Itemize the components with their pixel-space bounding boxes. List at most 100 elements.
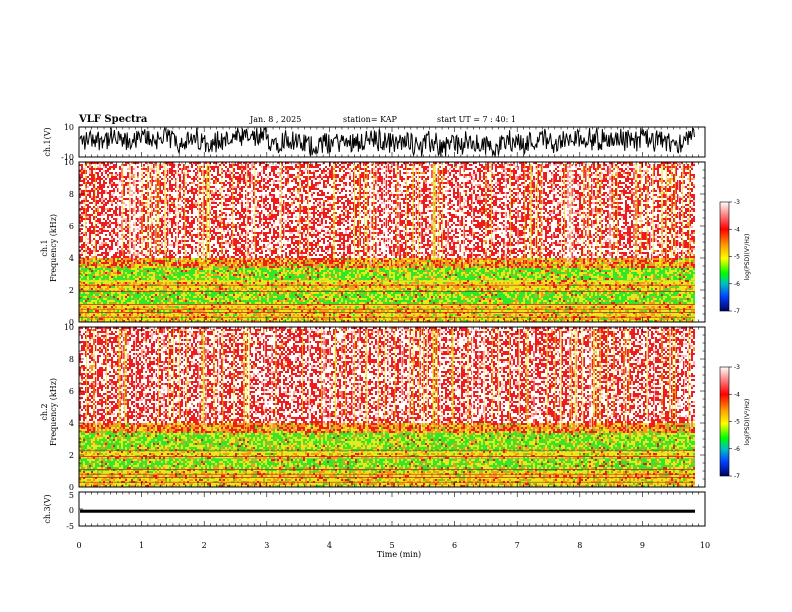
spectrogram-cell: [455, 166, 457, 168]
spectrogram-cell: [611, 168, 613, 170]
spectrogram-cell: [477, 178, 479, 180]
spectrogram-cell: [511, 168, 513, 170]
spectrogram-cell: [291, 182, 293, 184]
spectrogram-cell: [267, 170, 269, 172]
spectrogram-cell: [213, 184, 215, 186]
spectrogram-cell: [425, 182, 427, 184]
spectrogram-cell: [171, 182, 173, 184]
spectrogram-cell: [189, 172, 191, 174]
spectrogram-cell: [303, 184, 305, 186]
spectrogram-cell: [303, 170, 305, 172]
spectrogram-cell: [191, 170, 193, 172]
spectrogram-cell: [319, 172, 321, 174]
spectrogram-cell: [311, 170, 313, 172]
spectrogram-cell: [499, 174, 501, 176]
spectrogram-cell: [99, 172, 101, 174]
spectrogram-cell: [287, 184, 289, 186]
spectrogram-cell: [455, 168, 457, 170]
spectrogram-cell: [321, 176, 323, 178]
figure-title: VLF Spectra: [78, 114, 148, 125]
spectrogram-cell: [267, 176, 269, 178]
station-label: station= KAP: [343, 115, 398, 124]
spectrogram-cell: [219, 180, 221, 182]
spectrogram-cell: [101, 180, 103, 182]
spectrogram-cell: [215, 184, 217, 186]
spectrogram-cell: [219, 166, 221, 168]
spectrogram-cell: [445, 176, 447, 178]
spectrogram-cell: [379, 184, 381, 186]
spectrogram-cell: [519, 172, 521, 174]
spectrogram-cell: [191, 174, 193, 176]
spectrogram-cell: [143, 178, 145, 180]
spectrogram-cell: [199, 180, 201, 182]
spectrogram-cell: [685, 178, 687, 180]
spectrogram-cell: [361, 166, 363, 168]
spectrogram-cell: [503, 172, 505, 174]
spectrogram-cell: [349, 166, 351, 168]
spectrogram-cell: [113, 170, 115, 172]
spectrogram-cell: [347, 184, 349, 186]
spectrogram-cell: [143, 170, 145, 172]
spectrogram-cell: [317, 168, 319, 170]
spectrogram-cell: [161, 168, 163, 170]
spectrogram-cell: [667, 176, 669, 178]
spectrogram-cell: [101, 182, 103, 184]
spectrogram-cell: [343, 168, 345, 170]
spectrogram-cell: [549, 178, 551, 180]
spectrogram-cell: [347, 182, 349, 184]
spectrogram-cell: [557, 172, 559, 174]
spectrogram-cell: [427, 168, 429, 170]
spectrogram-cell: [693, 172, 695, 174]
spectrogram-cell: [273, 176, 275, 178]
spectrogram-cell: [327, 166, 329, 168]
spectrogram-cell: [473, 174, 475, 176]
spectrogram-cell: [235, 180, 237, 182]
spectrogram-cell: [187, 182, 189, 184]
spectrogram-cell: [341, 170, 343, 172]
spectrogram-cell: [187, 164, 189, 166]
spectrogram-cell: [127, 180, 129, 182]
spectrogram-cell: [495, 176, 497, 178]
spectrogram-cell: [337, 170, 339, 172]
spectrogram-cell: [83, 176, 85, 178]
spectrogram-cell: [381, 184, 383, 186]
spectrogram-cell: [89, 170, 91, 172]
spectrogram-cell: [549, 172, 551, 174]
spectrogram-cell: [427, 174, 429, 176]
spectrogram-cell: [455, 174, 457, 176]
spectrogram-cell: [515, 178, 517, 180]
spectrogram-cell: [685, 176, 687, 178]
spectrogram-cell: [119, 170, 121, 172]
spectrogram-cell: [277, 178, 279, 180]
spectrogram-cell: [275, 178, 277, 180]
spectrogram-cell: [341, 182, 343, 184]
spectrogram-cell: [293, 164, 295, 166]
spectrogram-cell: [465, 180, 467, 182]
spectrogram-cell: [293, 182, 295, 184]
spectrogram-cell: [337, 168, 339, 170]
spectrogram-cell: [473, 178, 475, 180]
spectrogram-cell: [457, 176, 459, 178]
spectrogram-cell: [123, 170, 125, 172]
spectrogram-cell: [579, 180, 581, 182]
spectrogram-cell: [329, 182, 331, 184]
spectrogram-cell: [627, 174, 629, 176]
spectrogram-cell: [621, 180, 623, 182]
spectrogram-cell: [407, 182, 409, 184]
spectrogram-cell: [257, 184, 259, 186]
spectrogram-cell: [449, 176, 451, 178]
spectrogram-cell: [475, 168, 477, 170]
spectrogram-cell: [127, 166, 129, 168]
spectrogram-cell: [107, 180, 109, 182]
spectrogram-cell: [451, 168, 453, 170]
spectrogram-cell: [603, 170, 605, 172]
spectrogram-cell: [223, 176, 225, 178]
spectrogram-cell: [483, 170, 485, 172]
spectrogram-cell: [607, 178, 609, 180]
spectrogram-cell: [673, 182, 675, 184]
spectrogram-cell: [199, 172, 201, 174]
spectrogram-cell: [349, 180, 351, 182]
spectrogram-cell: [453, 178, 455, 180]
spectrogram-cell: [237, 174, 239, 176]
spectrogram-cell: [227, 164, 229, 166]
